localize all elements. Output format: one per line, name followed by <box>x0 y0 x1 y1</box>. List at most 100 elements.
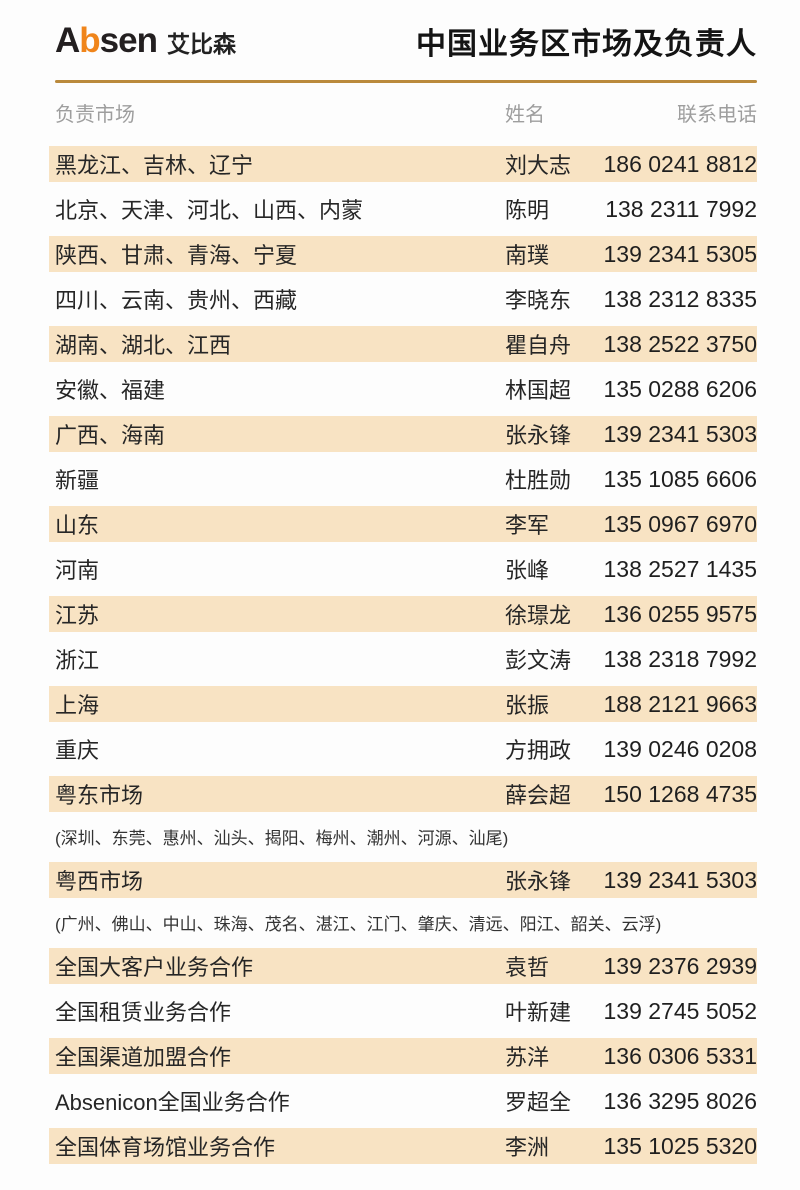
absen-logotype: Absen <box>55 21 158 60</box>
phone-cell: 139 0246 0208 <box>603 735 758 762</box>
name-cell: 张峰 <box>505 558 550 583</box>
column-header-market: 负责市场 <box>55 104 135 126</box>
table-row: 黑龙江、吉林、辽宁 刘大志 186 0241 8812 <box>49 146 757 182</box>
phone-cell: 138 2527 1435 <box>603 555 758 582</box>
table-row: 河南 张峰 138 2527 1435 <box>49 551 757 587</box>
table-row: 山东 李军 135 0967 6970 <box>49 506 757 542</box>
table-row: 陕西、甘肃、青海、宁夏 南璞 139 2341 5305 <box>49 236 757 272</box>
market-cell: 全国租赁业务合作 <box>55 1000 232 1025</box>
column-header-row: 负责市场 姓名 联系电话 <box>49 83 757 146</box>
market-note: (广州、佛山、中山、珠海、茂名、湛江、江门、肇庆、清远、阳江、韶关、云浮) <box>55 915 662 934</box>
brand-name-chinese: 艾比森 <box>166 31 236 57</box>
table-row: 北京、天津、河北、山西、内蒙 陈明 138 2311 7992 <box>49 191 757 227</box>
table-row: Absenicon全国业务合作 罗超全 136 3295 8026 <box>49 1083 757 1119</box>
phone-cell: 136 3295 8026 <box>603 1087 758 1114</box>
table-row: 四川、云南、贵州、西藏 李晓东 138 2312 8335 <box>49 281 757 317</box>
name-cell: 方拥政 <box>505 738 572 763</box>
phone-cell: 136 0306 5331 <box>603 1042 758 1069</box>
market-cell: 河南 <box>55 558 100 583</box>
market-cell: 浙江 <box>55 648 100 673</box>
name-cell: 薛会超 <box>505 783 572 808</box>
name-cell: 林国超 <box>505 378 572 403</box>
phone-cell: 138 2312 8335 <box>603 285 758 312</box>
name-cell: 南璞 <box>505 243 550 268</box>
table-row: 安徽、福建 林国超 135 0288 6206 <box>49 371 757 407</box>
name-cell: 李晓东 <box>505 288 572 313</box>
phone-cell: 135 0288 6206 <box>603 375 758 402</box>
name-cell: 杜胜勋 <box>505 468 572 493</box>
table-row: 浙江 彭文涛 138 2318 7992 <box>49 641 757 677</box>
phone-cell: 138 2318 7992 <box>603 645 758 672</box>
column-header-name: 姓名 <box>505 104 545 126</box>
market-cell: 黑龙江、吉林、辽宁 <box>55 153 254 178</box>
table-body: 黑龙江、吉林、辽宁 刘大志 186 0241 8812 北京、天津、河北、山西、… <box>49 146 757 1164</box>
market-cell: 四川、云南、贵州、西藏 <box>55 288 298 313</box>
market-cell: 广西、海南 <box>55 423 166 448</box>
table-row: 湖南、湖北、江西 瞿自舟 138 2522 3750 <box>49 326 757 362</box>
logo-letters-sen: sen <box>99 21 158 60</box>
page-header: Absen 艾比森 中国业务区市场及负责人 <box>49 18 757 64</box>
market-cell: 安徽、福建 <box>55 378 166 403</box>
market-cell: Absenicon全国业务合作 <box>55 1090 290 1115</box>
market-cell: 全国渠道加盟合作 <box>55 1045 232 1070</box>
phone-cell: 135 0967 6970 <box>603 510 758 537</box>
table-row: 重庆 方拥政 139 0246 0208 <box>49 731 757 767</box>
market-cell: 重庆 <box>55 738 100 763</box>
table-row: 全国体育场馆业务合作 李洲 135 1025 5320 <box>49 1128 757 1164</box>
table-row: 新疆 杜胜勋 135 1085 6606 <box>49 461 757 497</box>
market-cell: 陕西、甘肃、青海、宁夏 <box>55 243 298 268</box>
name-cell: 刘大志 <box>505 153 572 178</box>
name-cell: 张振 <box>505 693 550 718</box>
market-cell: 新疆 <box>55 468 100 493</box>
phone-cell: 150 1268 4735 <box>603 780 758 807</box>
phone-cell: 139 2341 5303 <box>603 866 758 893</box>
table-row: 全国大客户业务合作 袁哲 139 2376 2939 <box>49 948 757 984</box>
name-cell: 罗超全 <box>505 1090 572 1115</box>
phone-cell: 139 2745 5052 <box>603 997 758 1024</box>
table-row: 粤东市场 薛会超 150 1268 4735 <box>49 776 757 812</box>
logo-letter-b: b <box>79 21 100 60</box>
phone-cell: 135 1025 5320 <box>603 1132 758 1159</box>
table-row: 全国渠道加盟合作 苏洋 136 0306 5331 <box>49 1038 757 1074</box>
table-row: 上海 张振 188 2121 9663 <box>49 686 757 722</box>
market-cell: 山东 <box>55 513 100 538</box>
name-cell: 袁哲 <box>505 955 550 980</box>
market-note: (深圳、东莞、惠州、汕头、揭阳、梅州、潮州、河源、汕尾) <box>55 829 509 848</box>
logo-letter-a: A <box>55 21 80 60</box>
table-row: 粤西市场 张永锋 139 2341 5303 <box>49 862 757 898</box>
phone-cell: 139 2341 5305 <box>603 240 758 267</box>
market-cell: 湖南、湖北、江西 <box>55 333 232 358</box>
name-cell: 张永锋 <box>505 423 572 448</box>
phone-cell: 139 2341 5303 <box>603 420 758 447</box>
name-cell: 张永锋 <box>505 869 572 894</box>
name-cell: 彭文涛 <box>505 648 572 673</box>
header-divider-rule <box>55 80 757 83</box>
phone-cell: 188 2121 9663 <box>603 690 758 717</box>
phone-cell: 136 0255 9575 <box>603 600 758 627</box>
phone-cell: 135 1085 6606 <box>603 465 758 492</box>
phone-cell: 138 2311 7992 <box>605 195 757 222</box>
phone-cell: 138 2522 3750 <box>603 330 758 357</box>
market-cell: 上海 <box>55 693 100 718</box>
page-title: 中国业务区市场及负责人 <box>416 28 757 61</box>
phone-cell: 139 2376 2939 <box>603 952 758 979</box>
column-header-phone: 联系电话 <box>677 104 757 126</box>
name-cell: 李军 <box>505 513 550 538</box>
table-row: 全国租赁业务合作 叶新建 139 2745 5052 <box>49 993 757 1029</box>
name-cell: 苏洋 <box>505 1045 550 1070</box>
market-cell: 粤西市场 <box>55 869 144 894</box>
name-cell: 李洲 <box>505 1135 550 1160</box>
name-cell: 瞿自舟 <box>505 333 572 358</box>
market-cell: 全国大客户业务合作 <box>55 955 254 980</box>
brand-logo: Absen 艾比森 <box>55 23 236 59</box>
market-cell: 北京、天津、河北、山西、内蒙 <box>55 198 364 223</box>
phone-cell: 186 0241 8812 <box>603 150 758 177</box>
name-cell: 徐璟龙 <box>505 603 572 628</box>
name-cell: 叶新建 <box>505 1000 572 1025</box>
market-cell: 全国体育场馆业务合作 <box>55 1135 276 1160</box>
market-cell: 粤东市场 <box>55 783 144 808</box>
table-row: 江苏 徐璟龙 136 0255 9575 <box>49 596 757 632</box>
market-cell: 江苏 <box>55 603 100 628</box>
table-row: 广西、海南 张永锋 139 2341 5303 <box>49 416 757 452</box>
